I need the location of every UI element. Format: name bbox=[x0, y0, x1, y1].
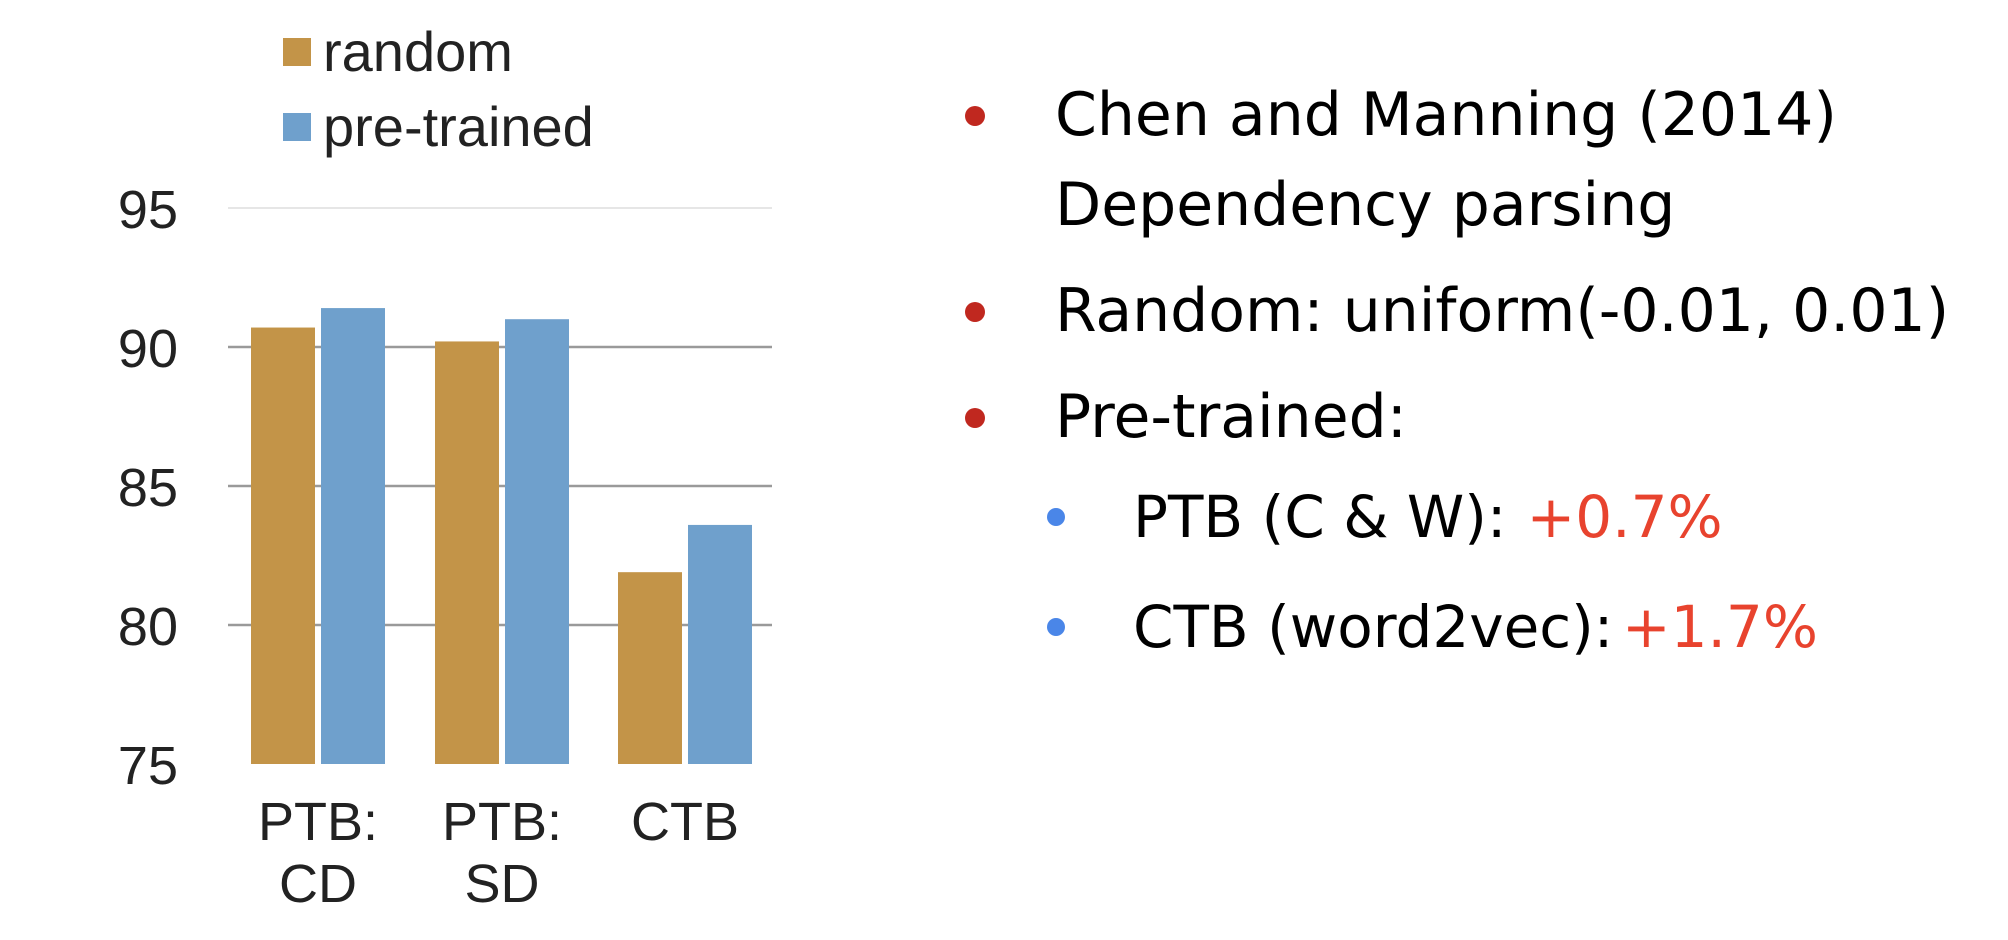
bullet-text: Random: uniform(-0.01, 0.01) bbox=[1055, 276, 1950, 346]
x-tick-label: CTB bbox=[631, 792, 739, 852]
y-tick-label: 80 bbox=[118, 597, 178, 657]
bar-random-1 bbox=[435, 341, 499, 764]
bullet-item-paper: Chen and Manning (2014) Dependency parsi… bbox=[955, 70, 1995, 250]
bullet-item-random: Random: uniform(-0.01, 0.01) bbox=[955, 266, 1995, 356]
bar-pre-trained-1 bbox=[505, 319, 569, 764]
bullet-text: Chen and Manning (2014) bbox=[1055, 80, 1837, 150]
bar-random-2 bbox=[618, 572, 682, 764]
y-tick-label: 75 bbox=[118, 736, 178, 796]
notes-panel: Chen and Manning (2014) Dependency parsi… bbox=[955, 70, 1995, 682]
bar-random-0 bbox=[251, 327, 315, 764]
gain-value: +0.7% bbox=[1526, 483, 1723, 551]
y-tick-label: 95 bbox=[118, 180, 178, 240]
sub-bullet-dot-icon bbox=[1047, 508, 1065, 526]
x-tick-label: PTB: bbox=[442, 792, 562, 852]
y-tick-label: 85 bbox=[118, 458, 178, 518]
sub-bullet-text: PTB (C & W): bbox=[1133, 483, 1507, 551]
legend-swatch bbox=[283, 38, 311, 66]
legend-label: random bbox=[323, 20, 513, 83]
x-tick-label: CD bbox=[279, 854, 357, 914]
bullet-item-pretrained: Pre-trained: bbox=[955, 372, 1995, 462]
sub-bullet-dot-icon bbox=[1047, 618, 1065, 636]
bullet-dot-icon bbox=[965, 106, 985, 126]
bullet-dot-icon bbox=[965, 302, 985, 322]
x-tick-label: PTB: bbox=[258, 792, 378, 852]
bullet-dot-icon bbox=[965, 408, 985, 428]
bar-pre-trained-2 bbox=[688, 524, 752, 764]
bar-pre-trained-0 bbox=[321, 308, 385, 764]
bar-chart: 7580859095PTB:CDPTB:SDCTBrandompre-train… bbox=[118, 20, 772, 914]
bullet-text: Dependency parsing bbox=[1055, 170, 1676, 240]
sub-bullet-ptb: PTB (C & W): +0.7% bbox=[955, 462, 1995, 572]
x-tick-label: SD bbox=[464, 854, 539, 914]
y-tick-label: 90 bbox=[118, 319, 178, 379]
sub-bullet-text: CTB (word2vec): bbox=[1133, 593, 1614, 661]
gain-value: +1.7% bbox=[1622, 593, 1818, 661]
bullet-text: Pre-trained: bbox=[1055, 382, 1407, 452]
sub-bullet-ctb: CTB (word2vec): +1.7% bbox=[955, 572, 1995, 682]
legend-swatch bbox=[283, 113, 311, 141]
legend-label: pre-trained bbox=[323, 95, 594, 158]
